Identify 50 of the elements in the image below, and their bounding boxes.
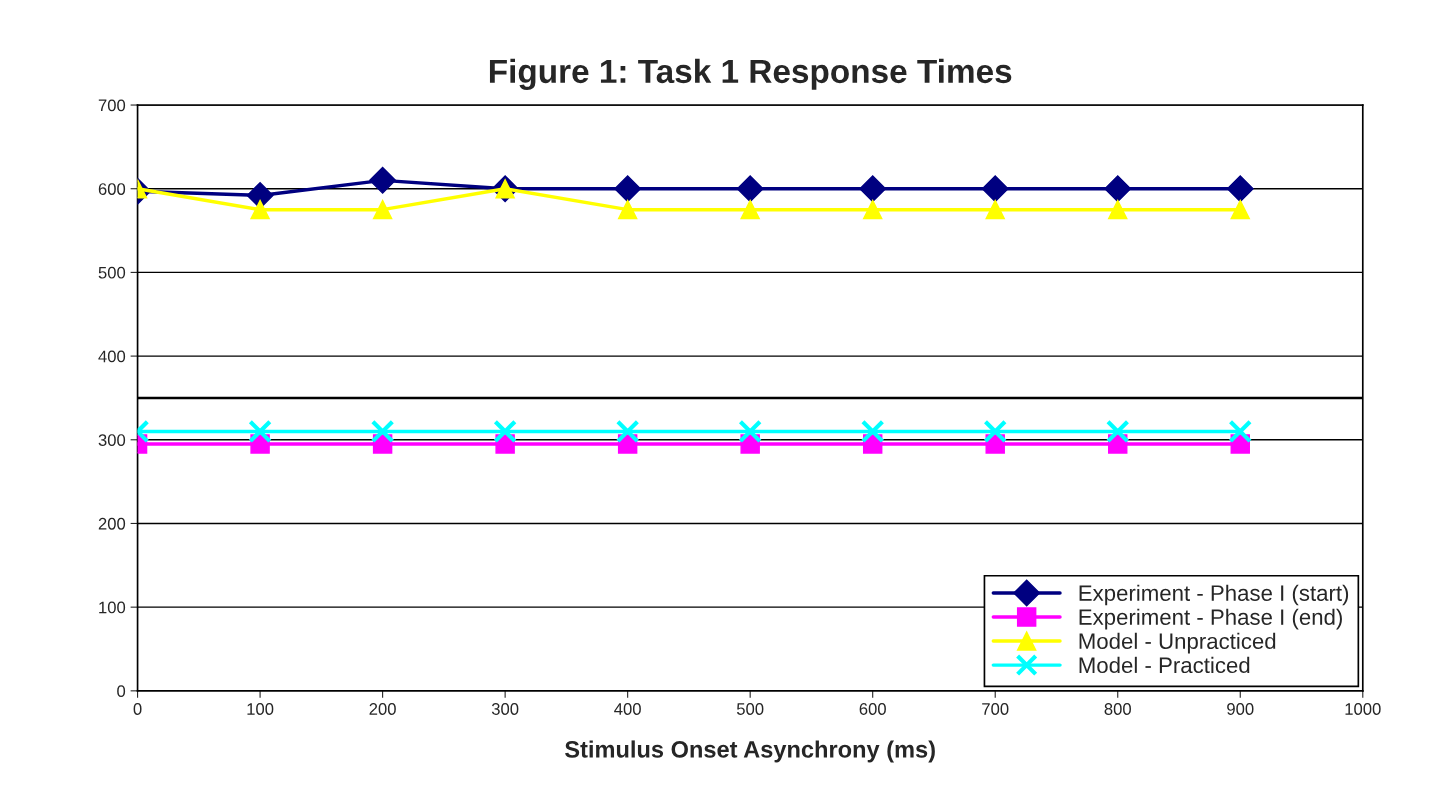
y-tick-label: 500 — [98, 266, 126, 279]
y-tick-label: 200 — [98, 517, 126, 530]
x-axis-title: Stimulus Onset Asynchrony (ms) — [565, 740, 935, 763]
point — [614, 175, 642, 203]
point — [983, 419, 1008, 444]
x-tick-label: 900 — [1227, 703, 1254, 715]
x-tick-label: 100 — [247, 703, 274, 715]
point — [860, 419, 885, 444]
y-tick-label: 0 — [117, 685, 126, 698]
x-tick-label: 600 — [859, 703, 886, 715]
point — [493, 419, 517, 444]
legend-label: Model - Unpracticed — [1079, 632, 1276, 654]
point — [862, 199, 883, 220]
point — [246, 181, 274, 209]
point — [617, 199, 638, 220]
x-tick-label: 500 — [736, 703, 764, 715]
point — [740, 199, 760, 220]
point — [985, 199, 1005, 220]
x-tick-label: 400 — [614, 703, 641, 715]
point — [1228, 419, 1253, 444]
point — [370, 419, 395, 444]
x-tick-label: 800 — [1104, 703, 1131, 715]
y-tick-label: 700 — [98, 99, 126, 112]
legend-label: Model - Practiced — [1079, 656, 1250, 674]
point — [1104, 175, 1132, 203]
x-tick-label: 200 — [369, 703, 396, 715]
point — [1226, 175, 1254, 203]
y-tick-label: 600 — [98, 183, 126, 195]
point — [1230, 199, 1250, 220]
point — [738, 419, 762, 444]
point — [859, 175, 887, 203]
legend-label: Experiment - Phase I (end) — [1079, 608, 1342, 630]
chart-title: Figure 1: Task 1 Response Times — [489, 58, 1012, 90]
x-tick-label: 700 — [982, 703, 1009, 715]
legend-label: Experiment - Phase I (start) — [1079, 584, 1349, 606]
point — [1105, 419, 1130, 444]
y-tick-label: 300 — [98, 434, 126, 446]
x-tick-label: 0 — [133, 703, 142, 715]
point — [248, 419, 272, 444]
point — [736, 175, 764, 203]
y-tick-label: 100 — [99, 601, 126, 614]
x-tick-label: 1000 — [1345, 703, 1381, 715]
point — [369, 166, 397, 194]
point — [981, 175, 1009, 203]
y-tick-label: 400 — [98, 350, 126, 363]
point — [615, 419, 640, 444]
x-tick-label: 300 — [491, 703, 519, 715]
point — [250, 199, 270, 220]
point — [372, 199, 393, 220]
point — [1108, 199, 1128, 220]
